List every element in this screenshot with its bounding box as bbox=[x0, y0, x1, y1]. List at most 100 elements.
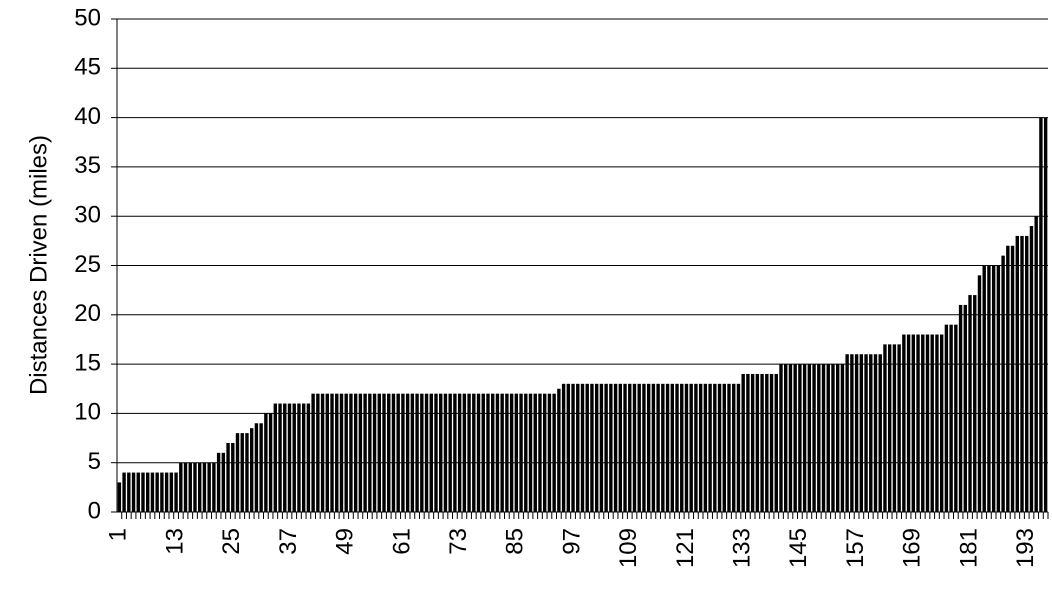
bar bbox=[788, 364, 793, 512]
bar bbox=[977, 275, 982, 512]
x-tick-label: 157 bbox=[842, 528, 869, 568]
bar bbox=[991, 265, 996, 512]
bar bbox=[146, 472, 150, 512]
bar bbox=[439, 393, 443, 512]
bar bbox=[637, 383, 641, 512]
bar bbox=[391, 393, 396, 512]
bar bbox=[1043, 117, 1048, 512]
bar bbox=[254, 423, 259, 512]
bar bbox=[212, 462, 216, 512]
bar bbox=[774, 373, 778, 512]
x-tick-label: 49 bbox=[332, 528, 359, 555]
bar bbox=[604, 383, 608, 512]
y-tick-label: 20 bbox=[74, 300, 101, 327]
bar bbox=[141, 472, 145, 512]
bar bbox=[916, 334, 920, 512]
y-tick-label: 45 bbox=[74, 54, 101, 81]
bar bbox=[760, 373, 764, 512]
bar bbox=[467, 393, 471, 512]
bar bbox=[684, 383, 689, 512]
bar bbox=[221, 452, 226, 512]
y-tick-label: 10 bbox=[74, 399, 101, 426]
bar bbox=[179, 462, 183, 512]
bar bbox=[665, 383, 670, 512]
bar bbox=[519, 393, 523, 512]
bar bbox=[240, 433, 244, 512]
bar bbox=[656, 383, 660, 512]
bar bbox=[1006, 245, 1010, 512]
bar bbox=[769, 373, 774, 512]
bar bbox=[755, 373, 760, 512]
bar bbox=[524, 393, 528, 512]
bar bbox=[136, 472, 140, 512]
bar bbox=[878, 354, 882, 512]
bar bbox=[680, 383, 684, 512]
bar bbox=[283, 403, 287, 512]
bar bbox=[306, 403, 311, 512]
bar bbox=[344, 393, 348, 512]
bar bbox=[1034, 216, 1038, 512]
y-tick-label: 35 bbox=[74, 152, 101, 179]
bar bbox=[812, 364, 816, 512]
bar bbox=[491, 393, 495, 512]
bar bbox=[779, 364, 783, 512]
bar bbox=[353, 393, 358, 512]
bar bbox=[509, 393, 514, 512]
bar bbox=[580, 383, 585, 512]
bar bbox=[798, 364, 802, 512]
bar bbox=[330, 393, 334, 512]
bar bbox=[826, 364, 830, 512]
bar bbox=[784, 364, 788, 512]
bar bbox=[727, 383, 731, 512]
bar bbox=[316, 393, 320, 512]
bar bbox=[297, 403, 301, 512]
bar bbox=[793, 364, 797, 512]
bar bbox=[377, 393, 381, 512]
bar bbox=[264, 413, 268, 512]
bar bbox=[155, 472, 159, 512]
bar bbox=[850, 354, 854, 512]
bar bbox=[457, 393, 462, 512]
bar bbox=[434, 393, 438, 512]
bar bbox=[481, 393, 485, 512]
bar bbox=[628, 383, 632, 512]
bar bbox=[921, 334, 925, 512]
bar bbox=[500, 393, 504, 512]
bar bbox=[561, 383, 566, 512]
bar bbox=[840, 364, 845, 512]
bar bbox=[335, 393, 339, 512]
bar bbox=[949, 324, 953, 512]
bar bbox=[802, 364, 807, 512]
bar bbox=[401, 393, 405, 512]
bar bbox=[396, 393, 400, 512]
bar bbox=[982, 265, 986, 512]
bar bbox=[552, 393, 556, 512]
bar bbox=[765, 373, 769, 512]
x-tick-label: 37 bbox=[275, 528, 302, 555]
bar bbox=[698, 383, 703, 512]
bar bbox=[358, 393, 363, 512]
bar bbox=[859, 354, 864, 512]
bar bbox=[476, 393, 481, 512]
bar bbox=[339, 393, 344, 512]
bar bbox=[249, 428, 254, 512]
bar bbox=[320, 393, 325, 512]
bar bbox=[372, 393, 377, 512]
bar bbox=[292, 403, 296, 512]
bar bbox=[231, 442, 235, 512]
bar bbox=[892, 344, 897, 512]
bar bbox=[424, 393, 429, 512]
bar bbox=[268, 413, 273, 512]
bar bbox=[1029, 226, 1034, 512]
bar bbox=[925, 334, 930, 512]
bar bbox=[169, 472, 174, 512]
bar bbox=[968, 295, 972, 512]
bar bbox=[207, 462, 211, 512]
bar bbox=[278, 403, 282, 512]
bar bbox=[410, 393, 415, 512]
bar bbox=[462, 393, 467, 512]
bar bbox=[864, 354, 868, 512]
bar bbox=[325, 393, 330, 512]
y-tick-label: 30 bbox=[74, 202, 101, 229]
bar bbox=[122, 472, 126, 512]
